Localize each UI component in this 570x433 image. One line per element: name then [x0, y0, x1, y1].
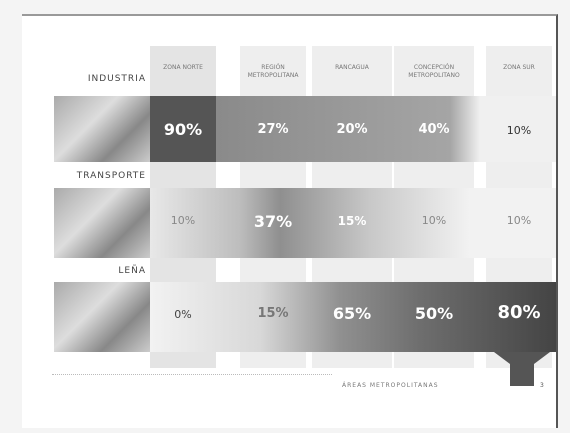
row-label: TRANSPORTE [76, 171, 146, 181]
row-label: INDUSTRIA [87, 74, 146, 84]
column-header: ZONA NORTE [163, 64, 203, 71]
row-band [150, 96, 556, 162]
footnote-rule [52, 374, 332, 377]
cell: 15% [257, 306, 289, 321]
arrow [494, 352, 550, 386]
row-band [150, 282, 556, 352]
cell: 20% [336, 122, 368, 137]
cell: 10% [421, 214, 447, 227]
caption: ÁREAS METROPOLITANAS [342, 382, 439, 389]
cell: 37% [253, 212, 293, 231]
column-header: CONCEPCIÓN METROPOLITANO [408, 64, 460, 79]
cell: 40% [418, 122, 450, 137]
cell: 10% [506, 124, 532, 137]
column-header: RANCAGUA [335, 64, 369, 71]
cell: 80% [497, 302, 541, 323]
cell: 27% [257, 122, 289, 137]
photo [54, 96, 150, 162]
cell: 10% [506, 214, 532, 227]
row-label: LEÑA [118, 266, 146, 276]
cell: 50% [414, 304, 454, 323]
slide: ZONA NORTE REGIÓN METROPOLITANA RANCAGUA… [22, 14, 558, 428]
photo [54, 188, 150, 258]
photo [54, 282, 150, 352]
row-band [150, 188, 556, 258]
cell: 90% [163, 120, 203, 139]
cell: 15% [337, 214, 367, 228]
cell: 10% [170, 214, 196, 227]
cell: 0% [174, 308, 192, 321]
page-number: 3 [540, 382, 544, 389]
column-header: ZONA SUR [503, 64, 535, 71]
cell: 65% [332, 304, 372, 323]
column-header: REGIÓN METROPOLITANA [247, 64, 299, 79]
